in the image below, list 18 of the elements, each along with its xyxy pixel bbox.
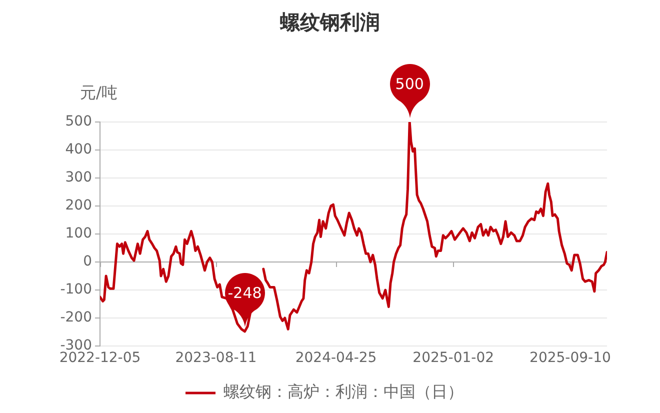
- annotation: -248: [228, 284, 262, 302]
- legend-label: 螺纹钢：高炉：利润：中国（日）: [224, 382, 464, 402]
- chart-title: 螺纹钢利润: [278, 9, 381, 35]
- x-tick-label: 2022-12-05: [59, 350, 141, 366]
- y-tick-label: 100: [65, 226, 92, 242]
- y-axis-title: 元/吨: [80, 83, 118, 103]
- y-tick-label: 500: [65, 114, 92, 130]
- annotation: 500: [395, 75, 424, 93]
- y-tick-label: 400: [65, 142, 92, 158]
- x-tick-label: 2024-04-25: [295, 350, 377, 366]
- y-tick-label: -200: [60, 310, 92, 326]
- x-tick-label: 2025-01-02: [412, 350, 494, 366]
- x-tick-label: 2025-09-10: [530, 350, 611, 366]
- y-tick-label: 200: [65, 198, 92, 214]
- x-tick-label: 2023-08-11: [175, 350, 257, 366]
- y-tick-label: 0: [83, 254, 92, 270]
- y-tick-label: 300: [65, 170, 92, 186]
- y-tick-label: -100: [60, 282, 92, 298]
